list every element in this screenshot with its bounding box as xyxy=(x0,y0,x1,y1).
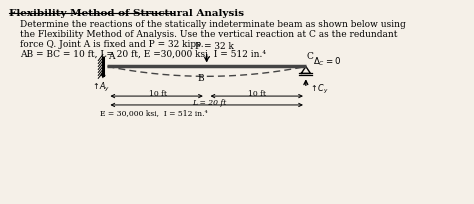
Text: 10 ft: 10 ft xyxy=(149,90,167,98)
Text: Flexibility Method of Structural Analysis: Flexibility Method of Structural Analysi… xyxy=(9,9,244,18)
Text: E = 30,000 ksi,  I = 512 in.⁴: E = 30,000 ksi, I = 512 in.⁴ xyxy=(100,108,208,116)
Text: 10 ft: 10 ft xyxy=(248,90,266,98)
Text: C: C xyxy=(307,51,314,60)
Text: A: A xyxy=(109,51,115,60)
Text: the Flexibility Method of Analysis. Use the vertical reaction at C as the redund: the Flexibility Method of Analysis. Use … xyxy=(20,30,397,39)
Text: B: B xyxy=(198,74,204,83)
Text: AB = BC = 10 ft, L= 20 ft, E =30,000 ksi, I = 512 in.⁴: AB = BC = 10 ft, L= 20 ft, E =30,000 ksi… xyxy=(20,50,266,58)
Text: $\uparrow\!A_y$: $\uparrow\!A_y$ xyxy=(91,80,110,93)
Text: P = 32 k: P = 32 k xyxy=(195,42,234,51)
Text: force Q. Joint A is fixed and P = 32 kips.: force Q. Joint A is fixed and P = 32 kip… xyxy=(20,40,203,49)
Text: $\uparrow\!C_y$: $\uparrow\!C_y$ xyxy=(309,82,328,95)
Text: Determine the reactions of the statically indeterminate beam as shown below usin: Determine the reactions of the staticall… xyxy=(20,20,406,29)
Text: $\Delta_C = 0$: $\Delta_C = 0$ xyxy=(313,55,341,68)
Text: L = 20 ft: L = 20 ft xyxy=(192,99,226,106)
